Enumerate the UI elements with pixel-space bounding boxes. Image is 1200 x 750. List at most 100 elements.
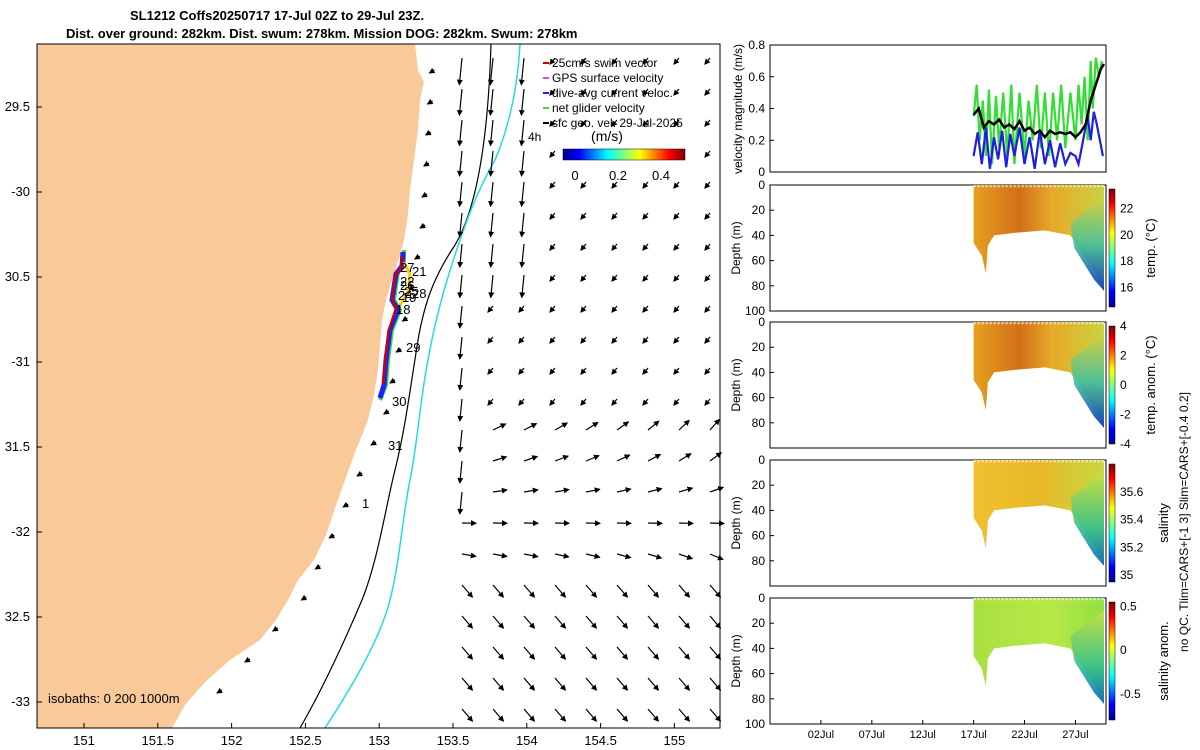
depth-tick-label: 20 <box>752 203 766 217</box>
map-xtick-label: 152 <box>221 733 243 748</box>
current-vector <box>492 423 507 431</box>
map-frame <box>36 43 721 729</box>
speed-colorbar <box>562 148 686 161</box>
velocity-y-axis: 0 0.2 0.4 0.6 0.8 <box>748 38 774 179</box>
current-vector <box>642 88 649 96</box>
current-vector <box>678 646 691 660</box>
current-vector <box>678 677 691 691</box>
map-ytick-label: 32.5 <box>5 609 30 624</box>
time-tick-label: 17Jul <box>960 729 986 741</box>
current-vector <box>673 305 680 313</box>
speed-colorbar-label: (m/s) <box>591 128 623 144</box>
current-vector <box>549 336 556 344</box>
chart-title-line2: Dist. over ground: 282km. Dist. swum: 27… <box>66 26 578 41</box>
current-vector <box>456 57 463 86</box>
speed-colorbar-tick: 0.4 <box>652 168 670 183</box>
current-vector <box>271 625 279 632</box>
current-vector <box>457 398 464 422</box>
depth-tick-label: 40 <box>752 503 766 517</box>
current-vector <box>488 150 494 177</box>
legend-entry: sfc geo. vel. 29-Jul-2025 <box>552 116 683 130</box>
current-vector <box>216 687 223 694</box>
time-tick-label: 22Jul <box>1011 729 1037 741</box>
velocity-series-line <box>972 63 1106 140</box>
depth-tick-label: 80 <box>752 279 766 293</box>
current-vector <box>709 646 722 660</box>
qc-note: no QC. Tlim=CARS+[-1 3] Slim=CARS+[-0.4 … <box>1177 392 1191 652</box>
current-vector <box>616 454 631 462</box>
current-vector <box>580 243 587 251</box>
current-vector <box>611 274 618 282</box>
current-vector <box>461 708 474 722</box>
depth-axis-label: Depth (m) <box>729 634 743 687</box>
current-vector <box>673 398 680 406</box>
depth-tick-label: 100 <box>745 717 765 731</box>
current-vector <box>487 305 494 313</box>
current-vector <box>461 677 474 691</box>
section-axes <box>769 597 1107 725</box>
current-vector <box>642 57 649 65</box>
current-vector <box>585 487 601 494</box>
current-vector <box>647 677 660 691</box>
current-vector <box>647 486 663 493</box>
current-vector <box>678 486 694 493</box>
legend-entry: GPS surface velocity <box>552 71 663 85</box>
speed-colorbar-ticks: 0 0.2 0.4 <box>571 168 670 183</box>
map-xtick-label: 152.5 <box>289 733 322 748</box>
current-vector <box>487 367 494 375</box>
section-colorbar <box>1108 601 1116 721</box>
current-vector <box>709 486 725 493</box>
section-data-field <box>973 322 1104 428</box>
day-label: 18 <box>396 302 410 317</box>
section-deep-water <box>1070 197 1104 291</box>
current-vector <box>519 212 526 238</box>
current-vector <box>554 487 570 494</box>
current-vector <box>492 708 505 722</box>
current-vector <box>549 150 556 158</box>
current-vector <box>519 181 526 208</box>
current-vector <box>642 181 649 189</box>
current-vector <box>457 274 464 299</box>
current-vector <box>328 532 336 539</box>
map-land <box>37 44 424 728</box>
velocity-axes <box>769 44 1107 173</box>
current-vector <box>673 57 680 65</box>
current-vector <box>523 487 539 494</box>
current-vector <box>492 552 508 559</box>
time-label: 4h <box>528 130 541 144</box>
current-vector <box>642 398 649 406</box>
current-vector <box>580 181 587 189</box>
current-vector <box>461 615 474 629</box>
current-vector <box>580 274 587 282</box>
current-vector <box>616 677 629 691</box>
current-vector <box>549 274 556 282</box>
colorbar-tick-label: -2 <box>1120 408 1131 422</box>
current-vector <box>709 677 722 691</box>
current-vector <box>549 367 556 375</box>
current-vector <box>678 584 691 598</box>
day-label: 27 <box>400 260 414 275</box>
current-vector <box>611 119 618 127</box>
current-vector <box>616 553 632 560</box>
time-tick-label: 12Jul <box>910 729 936 741</box>
day-label: 25 <box>404 284 418 299</box>
current-vector <box>519 274 526 299</box>
current-vector <box>709 452 723 462</box>
current-vector <box>673 336 680 344</box>
day-label: 21 <box>412 264 426 279</box>
current-vector <box>678 553 694 560</box>
current-vector <box>678 615 691 629</box>
day-label: 31 <box>388 438 402 453</box>
map-ytick-label: 29.5 <box>5 99 30 114</box>
map-ytick-label: 30.5 <box>5 269 30 284</box>
current-vector <box>585 454 600 462</box>
current-vector <box>647 584 660 598</box>
isobath-200m <box>324 43 521 729</box>
current-vector <box>523 423 538 431</box>
current-vector <box>709 615 722 629</box>
current-vector <box>487 119 494 147</box>
time-tick-label: 02Jul <box>808 729 834 741</box>
section-colorbar <box>1108 188 1116 308</box>
current-vector <box>611 367 618 375</box>
